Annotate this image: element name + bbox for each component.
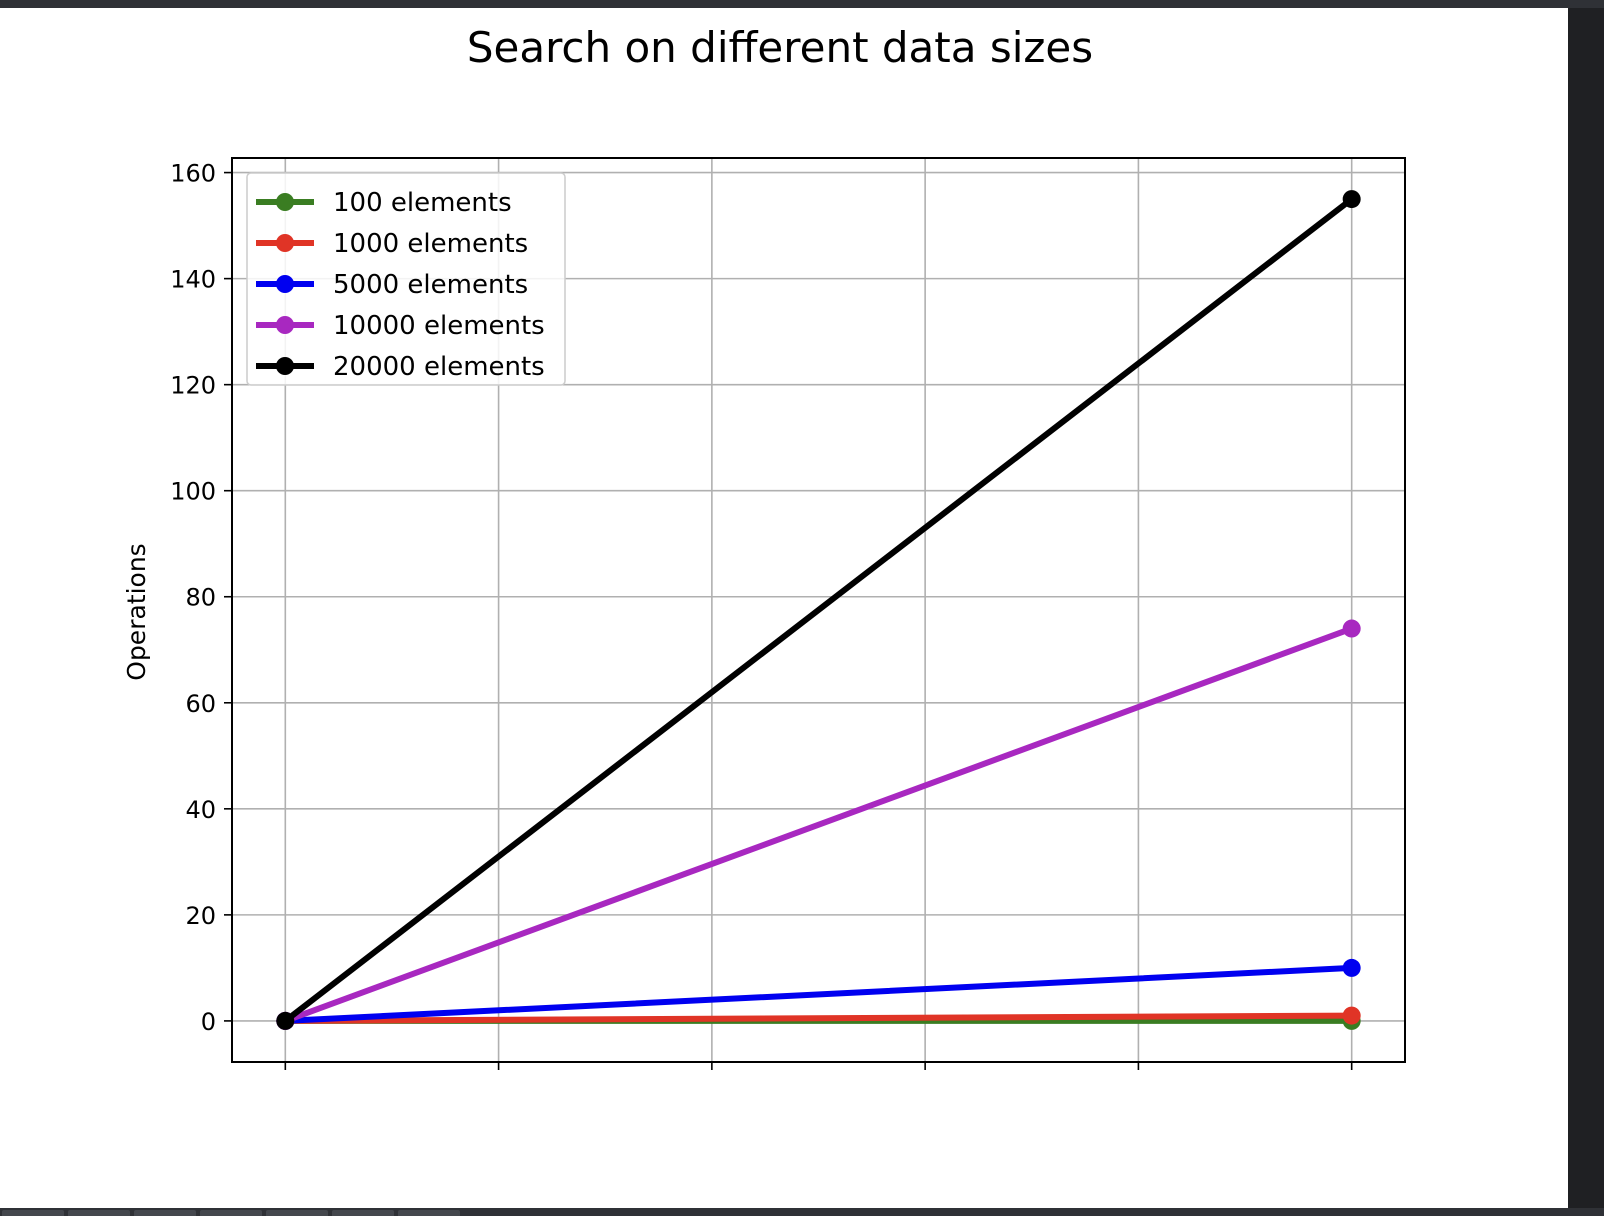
y-tick-label: 40 <box>185 796 216 824</box>
series-line <box>282 196 1355 1024</box>
y-tick-label: 20 <box>185 902 216 930</box>
taskbar-tab[interactable] <box>332 1210 394 1216</box>
legend-marker <box>276 193 294 211</box>
taskbar-tab[interactable] <box>2 1210 64 1216</box>
legend: 100 elements 1000 elements 5000 elements 10… <box>246 172 566 386</box>
legend-box <box>246 172 566 386</box>
legend-label: 100 elements <box>333 188 512 218</box>
legend-label: 1000 elements <box>333 229 528 259</box>
legend-marker <box>276 275 294 293</box>
y-tick-label: 80 <box>185 584 216 612</box>
x-axis-ticks <box>284 1062 1353 1070</box>
line-chart: Search on different data sizes 0 20 40 60 80… <box>122 23 1406 1070</box>
series-line <box>282 625 1355 1024</box>
data-point <box>1342 1006 1361 1025</box>
y-tick-label: 160 <box>170 160 216 188</box>
data-point <box>1342 619 1361 638</box>
window-right-strip <box>1568 8 1604 1208</box>
legend-marker <box>276 234 294 252</box>
taskbar-tab[interactable] <box>200 1210 262 1216</box>
chart-title: Search on different data sizes <box>467 23 1093 72</box>
data-point <box>1342 190 1361 209</box>
legend-label: 20000 elements <box>333 352 545 382</box>
series-layer <box>276 190 1361 1030</box>
y-tick-label: 140 <box>170 266 216 294</box>
y-tick-label: 0 <box>201 1008 216 1036</box>
series-line <box>282 1012 1355 1024</box>
legend-label: 5000 elements <box>333 270 528 300</box>
y-axis-ticks: 0 20 40 60 80 100 120 140 160 <box>170 160 232 1036</box>
taskbar-tab[interactable] <box>68 1210 130 1216</box>
legend-marker <box>276 357 294 375</box>
y-tick-label: 60 <box>185 690 216 718</box>
y-axis-label: Operations <box>122 543 151 680</box>
legend-label: 10000 elements <box>333 311 545 341</box>
data-point <box>276 1011 295 1030</box>
figure-canvas: Search on different data sizes 0 20 40 60 80… <box>0 8 1568 1208</box>
legend-entries: 100 elements 1000 elements 5000 elements 10… <box>256 188 545 382</box>
window-top-border <box>0 0 1604 8</box>
plot-frame <box>231 157 1406 1063</box>
series-line <box>282 964 1355 1024</box>
taskbar-tab[interactable] <box>266 1210 328 1216</box>
taskbar-tab[interactable] <box>134 1210 196 1216</box>
y-tick-label: 120 <box>170 372 216 400</box>
y-tick-label: 100 <box>170 478 216 506</box>
taskbar-tab[interactable] <box>398 1210 460 1216</box>
data-point <box>1342 958 1361 977</box>
legend-marker <box>276 316 294 334</box>
taskbar <box>0 1208 1604 1216</box>
